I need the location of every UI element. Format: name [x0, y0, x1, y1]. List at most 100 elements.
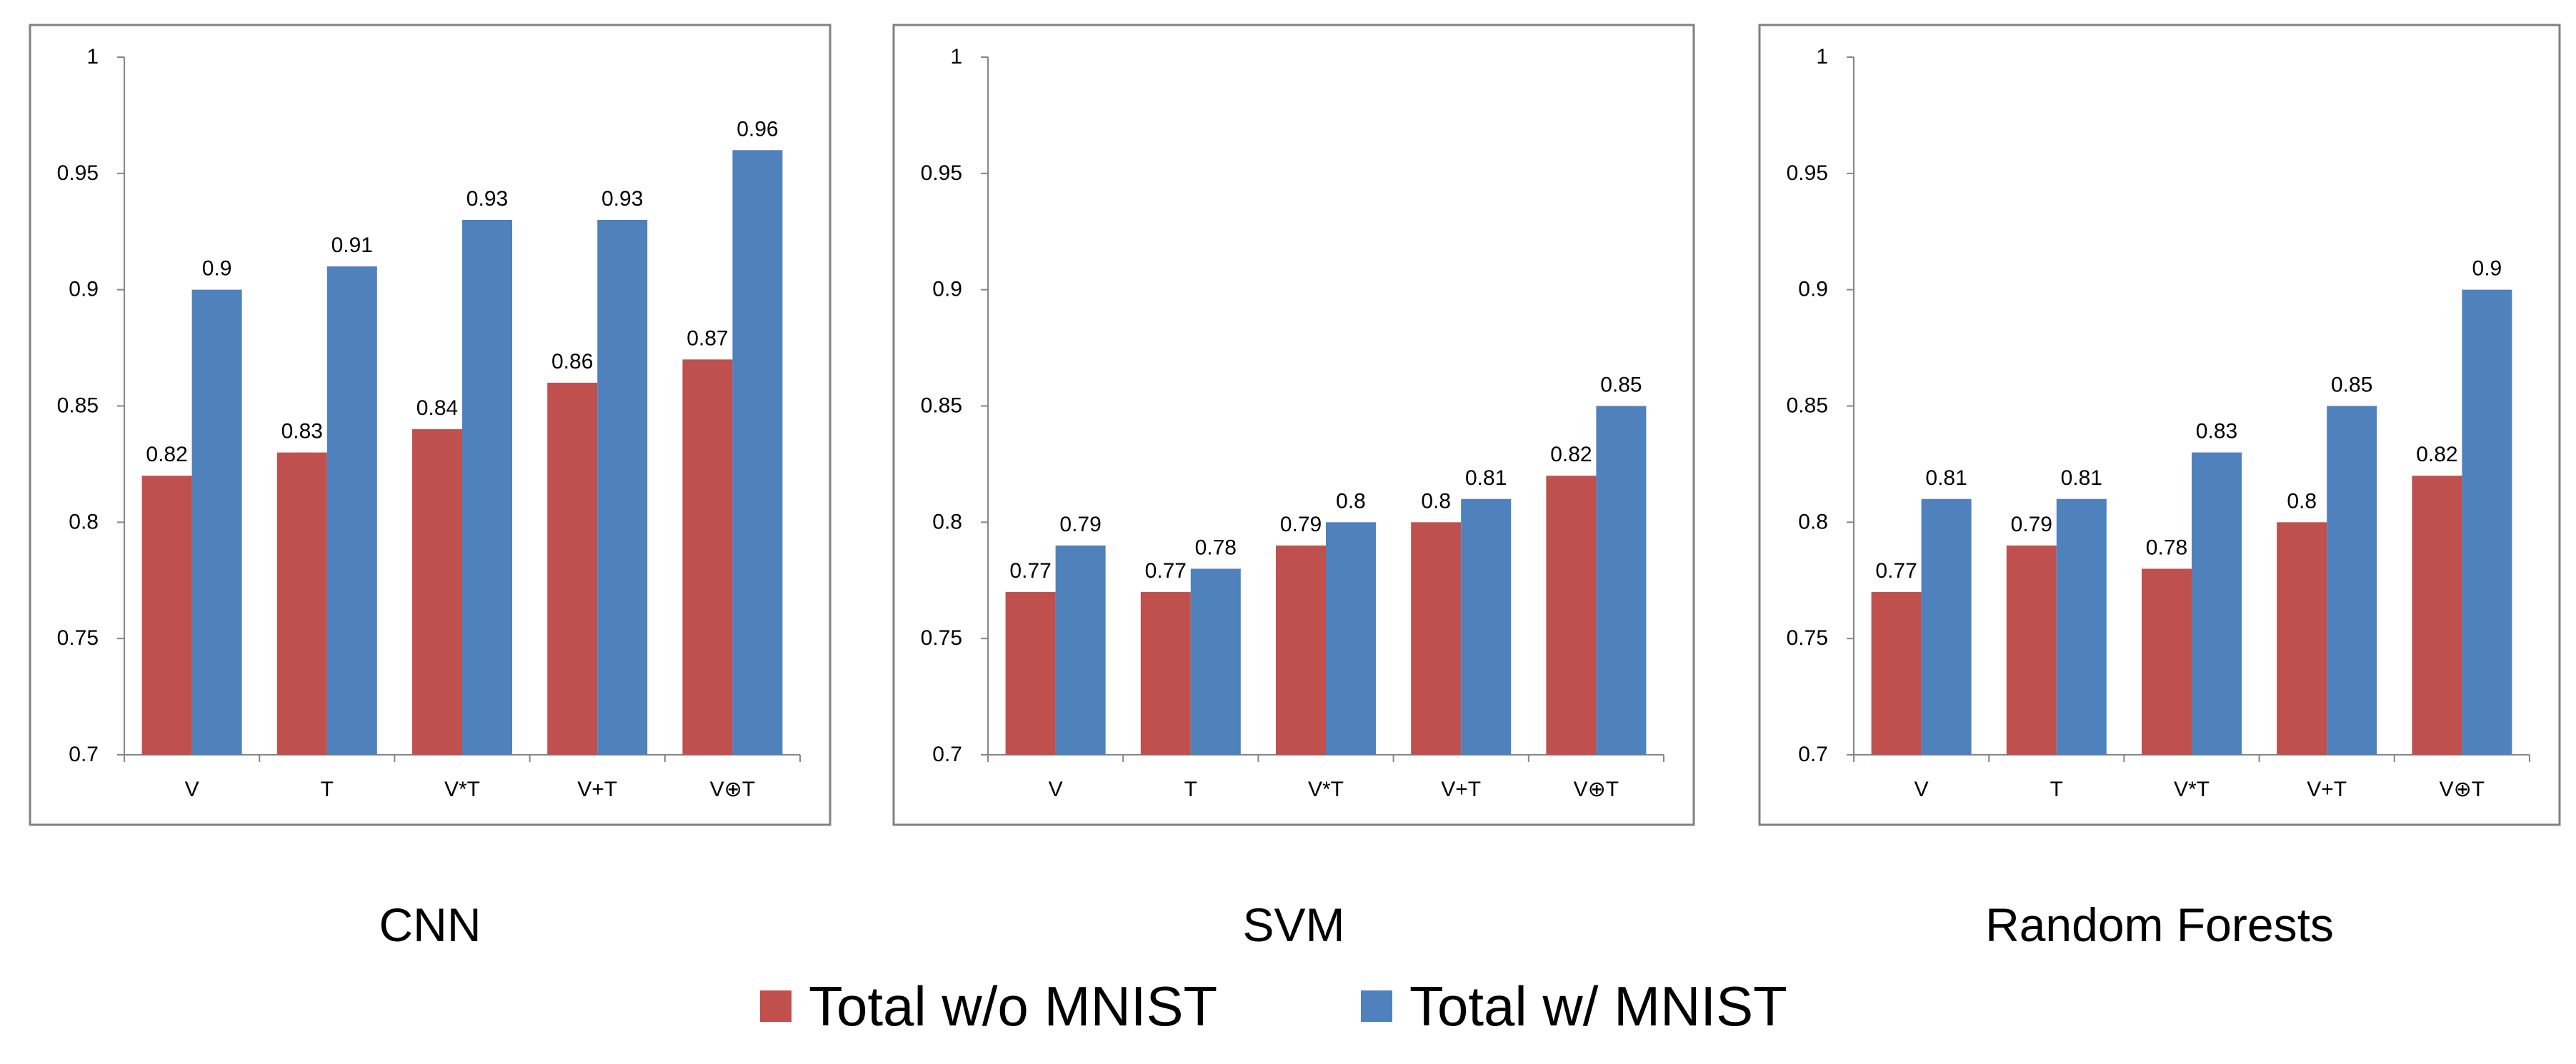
bar-total-w-mnist-vplust: [1461, 498, 1512, 755]
y-tick-label: 1: [1816, 45, 1828, 69]
bar-total-w-mnist-voplust: [2462, 289, 2512, 756]
bar-total-w-o-mnist-t: [276, 452, 327, 755]
data-label-total-w-mnist-vxt: 0.8: [1336, 489, 1366, 513]
bar-total-w-o-mnist-v: [1871, 592, 1922, 755]
y-tick-label: 0.7: [932, 743, 962, 766]
x-tick-label: V: [185, 778, 199, 801]
bar-total-w-mnist-t: [2056, 498, 2107, 755]
x-tick-label: V*T: [2174, 778, 2210, 801]
y-tick-label: 0.7: [69, 743, 99, 766]
data-label-total-w-o-mnist-voplust: 0.82: [2416, 443, 2457, 466]
data-label-total-w-o-mnist-vxt: 0.84: [416, 396, 458, 420]
bar-total-w-mnist-t: [326, 266, 377, 756]
chart-title: SVM: [1242, 898, 1344, 951]
data-label-total-w-mnist-vxt: 0.83: [2196, 420, 2237, 443]
y-tick-label: 0.8: [69, 510, 99, 533]
y-tick-label: 0.8: [1798, 510, 1828, 533]
y-tick-label: 0.75: [1787, 626, 1828, 650]
data-label-total-w-mnist-vplust: 0.81: [1465, 466, 1507, 490]
x-tick-label: V+T: [2307, 778, 2347, 801]
x-tick-label: T: [2050, 778, 2063, 801]
legend-swatch-total-wo-mnist: [760, 990, 792, 1022]
legend: Total w/o MNIST Total w/ MNIST: [760, 975, 1787, 1038]
x-tick-label: V⊕T: [710, 778, 755, 801]
data-label-total-w-mnist-t: 0.91: [331, 234, 373, 257]
data-label-total-w-o-mnist-vxt: 0.78: [2146, 536, 2187, 559]
y-tick-label: 0.95: [921, 161, 962, 185]
chart-title: CNN: [379, 898, 481, 951]
data-label-total-w-mnist-voplust: 0.85: [1600, 373, 1642, 397]
bar-total-w-mnist-v: [1921, 498, 1972, 755]
y-tick-label: 0.85: [57, 394, 99, 418]
data-label-total-w-o-mnist-t: 0.79: [2011, 513, 2052, 536]
y-tick-label: 0.85: [1787, 394, 1828, 418]
y-tick-label: 0.85: [921, 394, 962, 418]
y-tick-label: 0.95: [1787, 161, 1828, 185]
bar-total-w-mnist-vxt: [1326, 522, 1377, 755]
data-label-total-w-o-mnist-vxt: 0.79: [1280, 513, 1322, 536]
bar-total-w-o-mnist-voplust: [2412, 476, 2462, 755]
data-label-total-w-mnist-t: 0.81: [2061, 466, 2102, 490]
bar-total-w-mnist-v: [1055, 545, 1106, 755]
data-label-total-w-o-mnist-v: 0.82: [146, 443, 187, 466]
bar-total-w-o-mnist-vxt: [411, 429, 462, 755]
bar-total-w-o-mnist-v: [141, 476, 192, 755]
chart-cnn: 0.7 0.75 0.8 0.85 0.9 0.95 1 0.82 0.9 V 0.83 0.91 T 0…: [29, 24, 832, 951]
chart-title: Random Forests: [1985, 898, 2334, 951]
chart-panels: 0.70.750.80.850.90.9510.820.9V0.830.91T0…: [29, 24, 2561, 951]
x-tick-label: V: [1049, 778, 1063, 801]
x-tick-label: V⊕T: [2440, 778, 2485, 801]
x-tick-label: V⊕T: [1574, 778, 1619, 801]
data-label-total-w-o-mnist-v: 0.77: [1009, 559, 1051, 583]
legend-label-total-wo-mnist: Total w/o MNIST: [809, 975, 1217, 1038]
bar-total-w-o-mnist-vplust: [2277, 522, 2327, 755]
y-tick-label: 0.9: [1798, 278, 1828, 301]
y-tick-label: 0.95: [57, 161, 99, 185]
data-label-total-w-mnist-voplust: 0.9: [2472, 257, 2502, 281]
legend-swatch-total-w-mnist: [1361, 990, 1392, 1022]
bar-total-w-o-mnist-vxt: [1275, 545, 1326, 755]
bar-total-w-o-mnist-voplust: [682, 359, 733, 755]
chart-svm: 0.7 0.75 0.8 0.85 0.9 0.95 1 0.77 0.79 V 0.77 0.78 T…: [892, 24, 1695, 951]
y-tick-label: 0.9: [69, 278, 99, 301]
x-tick-label: T: [1184, 778, 1197, 801]
x-tick-label: V+T: [577, 778, 617, 801]
bar-total-w-o-mnist-vxt: [2141, 568, 2192, 755]
data-label-total-w-o-mnist-v: 0.77: [1875, 559, 1917, 583]
bar-total-w-mnist-vxt: [462, 219, 513, 755]
data-label-total-w-o-mnist-vplust: 0.86: [551, 350, 593, 373]
bar-total-w-o-mnist-vplust: [1411, 522, 1462, 755]
bar-total-w-mnist-voplust: [1596, 406, 1647, 755]
y-tick-label: 0.75: [57, 626, 99, 650]
bar-total-w-o-mnist-t: [2006, 545, 2057, 755]
bar-total-w-o-mnist-v: [1005, 592, 1056, 755]
y-tick-label: 0.7: [1798, 743, 1828, 766]
data-label-total-w-o-mnist-vplust: 0.8: [1421, 489, 1451, 513]
data-label-total-w-o-mnist-t: 0.83: [281, 420, 323, 443]
bar-total-w-mnist-vxt: [2192, 452, 2242, 755]
bar-total-w-o-mnist-vplust: [547, 382, 598, 755]
data-label-total-w-o-mnist-voplust: 0.87: [687, 326, 728, 350]
x-tick-label: V*T: [1308, 778, 1344, 801]
data-label-total-w-mnist-vxt: 0.93: [466, 187, 508, 211]
data-label-total-w-mnist-v: 0.81: [1925, 466, 1967, 490]
x-tick-label: V*T: [444, 778, 480, 801]
y-tick-label: 1: [950, 45, 962, 69]
bar-total-w-mnist-v: [191, 289, 242, 756]
x-tick-label: V+T: [1441, 778, 1481, 801]
legend-label-total-w-mnist: Total w/ MNIST: [1409, 975, 1787, 1038]
data-label-total-w-mnist-vplust: 0.85: [2331, 373, 2372, 397]
chart-random-forests: 0.7 0.75 0.8 0.85 0.9 0.95 1 0.77 0.81 V 0.79 0.81 T…: [1758, 24, 2561, 951]
bar-total-w-o-mnist-t: [1140, 592, 1191, 755]
bar-total-w-o-mnist-voplust: [1546, 476, 1597, 755]
data-label-total-w-mnist-v: 0.79: [1059, 513, 1101, 536]
bar-total-w-mnist-voplust: [732, 150, 783, 755]
data-label-total-w-mnist-voplust: 0.96: [737, 117, 778, 141]
data-label-total-w-mnist-t: 0.78: [1195, 536, 1237, 559]
data-label-total-w-mnist-v: 0.9: [202, 257, 232, 281]
data-label-total-w-o-mnist-vplust: 0.8: [2287, 489, 2317, 513]
bar-total-w-mnist-t: [1190, 568, 1241, 755]
x-tick-label: V: [1914, 778, 1929, 801]
y-tick-label: 0.75: [921, 626, 962, 650]
